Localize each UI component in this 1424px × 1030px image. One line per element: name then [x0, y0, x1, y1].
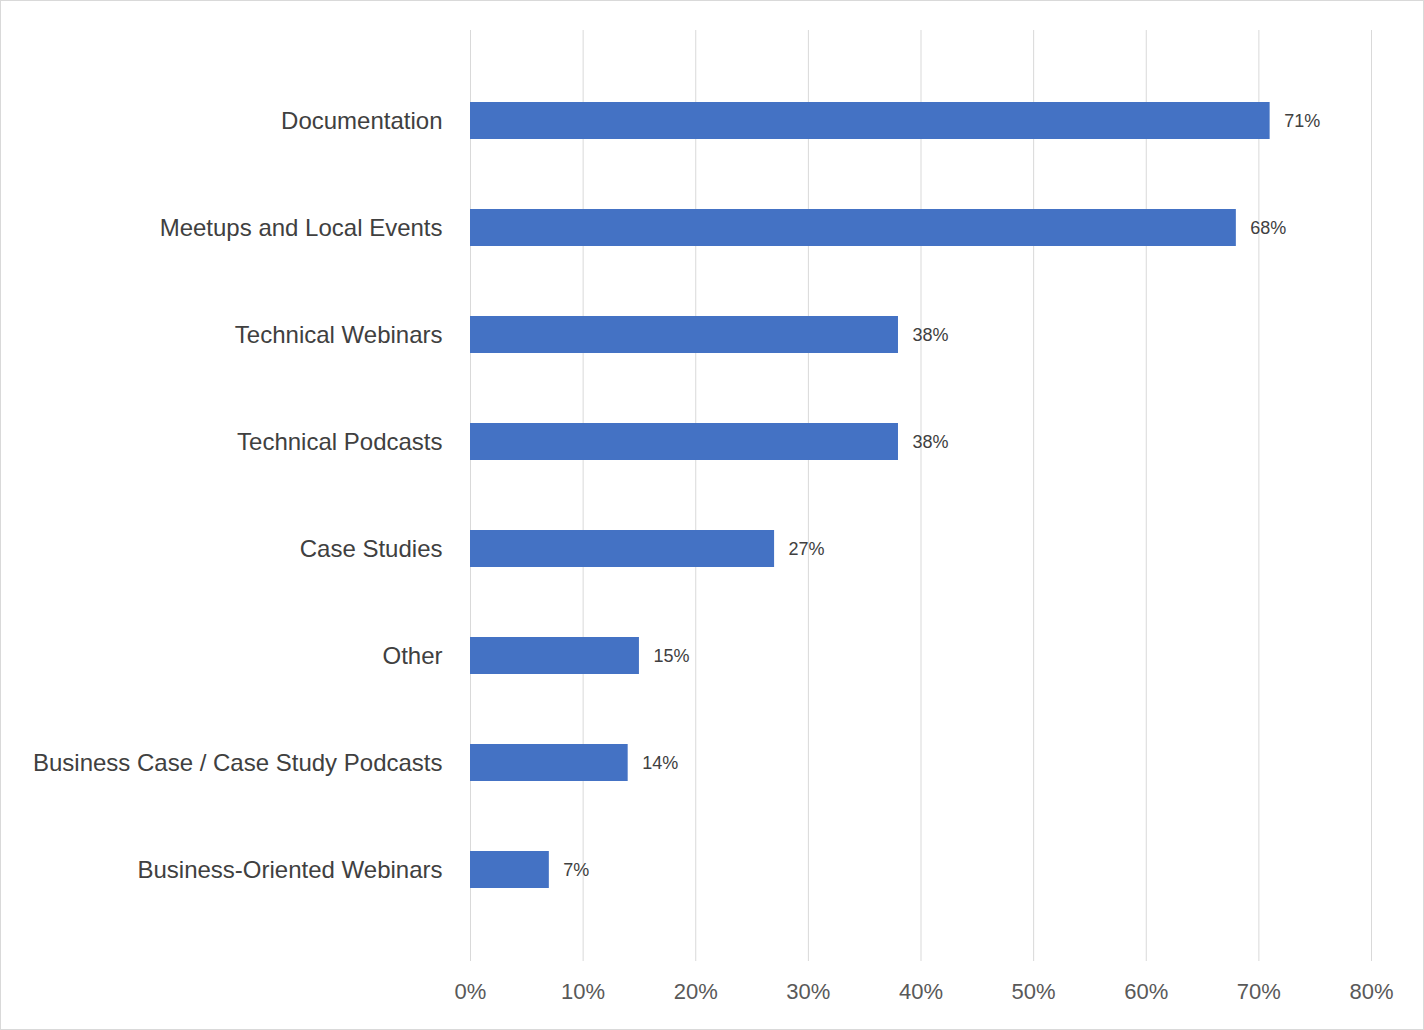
svg-text:Documentation: Documentation	[281, 107, 442, 134]
svg-text:40%: 40%	[899, 979, 943, 1004]
svg-text:Business Case / Case Study Pod: Business Case / Case Study Podcasts	[33, 749, 443, 776]
svg-text:Technical Podcasts: Technical Podcasts	[237, 428, 442, 455]
svg-text:71%: 71%	[1284, 111, 1320, 131]
svg-text:10%: 10%	[561, 979, 605, 1004]
svg-text:20%: 20%	[674, 979, 718, 1004]
svg-text:Meetups and Local Events: Meetups and Local Events	[160, 214, 443, 241]
svg-text:Case Studies: Case Studies	[300, 535, 443, 562]
svg-text:68%: 68%	[1250, 218, 1286, 238]
svg-text:70%: 70%	[1237, 979, 1281, 1004]
svg-text:27%: 27%	[789, 539, 825, 559]
svg-text:Other: Other	[382, 642, 442, 669]
svg-text:Business-Oriented Webinars: Business-Oriented Webinars	[137, 856, 442, 883]
svg-text:Technical Webinars: Technical Webinars	[235, 321, 443, 348]
svg-text:14%: 14%	[642, 753, 678, 773]
svg-text:0%: 0%	[455, 979, 487, 1004]
svg-text:38%: 38%	[912, 432, 948, 452]
svg-text:50%: 50%	[1012, 979, 1056, 1004]
svg-text:15%: 15%	[653, 646, 689, 666]
svg-text:80%: 80%	[1349, 979, 1393, 1004]
svg-text:60%: 60%	[1124, 979, 1168, 1004]
svg-text:38%: 38%	[912, 325, 948, 345]
svg-text:30%: 30%	[786, 979, 830, 1004]
svg-text:7%: 7%	[563, 860, 589, 880]
